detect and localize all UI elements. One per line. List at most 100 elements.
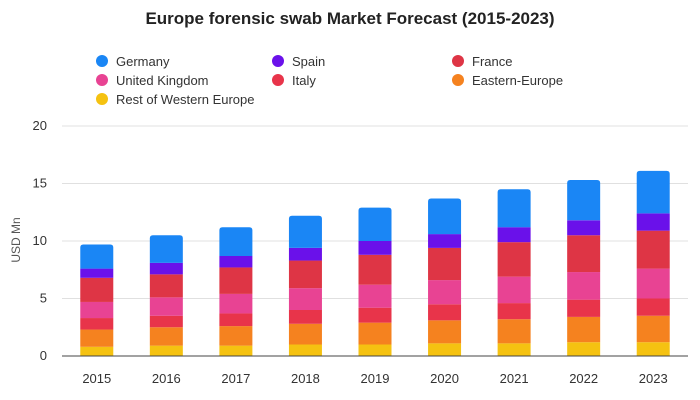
bar-segment [288,310,322,324]
bar-segment [80,277,114,302]
bar-segment [636,268,670,299]
x-tick-label: 2016 [152,371,181,386]
bar-segment [567,342,601,356]
bar-segment [497,343,531,356]
legend-item: United Kingdom [96,73,209,88]
bar-segment [149,327,183,346]
bar-segment [567,220,601,236]
bar-segment [428,198,462,235]
y-tick-label: 20 [33,118,47,133]
bar-stack-2016 [149,235,183,356]
x-tick-label: 2019 [361,371,390,386]
bar-segment [428,343,462,356]
bar-segment [149,235,183,263]
bar-segment [358,322,392,345]
x-tick-label: 2022 [569,371,598,386]
x-tick-label: 2015 [82,371,111,386]
bar-segment [80,244,114,269]
legend-swatch [96,93,108,105]
bar-stack-2020 [428,198,462,356]
bar-segment [358,307,392,323]
bar-segment [80,268,114,278]
x-tick-label: 2017 [221,371,250,386]
x-tick-label: 2023 [639,371,668,386]
bar-segment [80,301,114,319]
legend-label: France [472,54,512,69]
bar-segment [288,247,322,261]
bar-segment [636,315,670,343]
bar-segment [497,189,531,228]
legend-label: Eastern-Europe [472,73,563,88]
bar-segment [428,304,462,321]
y-tick-label: 10 [33,233,47,248]
bar-segment [636,230,670,269]
bar-stack-2019 [358,207,392,356]
bar-stack-2017 [219,227,253,356]
bar-segment [219,345,253,356]
bar-segment [636,298,670,316]
bar-segment [149,345,183,356]
bar-segment [636,342,670,356]
bar-segment [567,180,601,221]
y-axis-label: USD Mn [9,217,23,262]
bar-segment [149,315,183,328]
bar-segment [358,254,392,285]
bar-stack-2021 [497,189,531,356]
bar-segment [219,227,253,256]
y-tick-label: 15 [33,176,47,191]
bar-segment [80,329,114,347]
bar-segment [149,274,183,298]
bar-segment [567,299,601,317]
legend-item: France [452,54,512,69]
legend-label: Italy [292,73,316,88]
bar-segment [80,346,114,356]
bar-stack-2023 [636,170,670,356]
legend-item: Spain [272,54,325,69]
y-axis-ticks: 0 5 10 15 20 [33,118,47,363]
bar-segment [358,344,392,356]
bar-segment [567,272,601,300]
x-axis-ticks: 2015 2016 2017 2018 2019 2020 2021 2022 2023 [82,371,667,386]
legend-label: Spain [292,54,325,69]
bar-segment [288,323,322,345]
x-tick-label: 2018 [291,371,320,386]
bar-segment [497,242,531,277]
bar-segment [497,303,531,320]
bar-segment [80,318,114,330]
bar-stack-2015 [80,244,114,356]
legend-swatch [452,55,464,67]
legend-swatch [452,74,464,86]
bar-segment [428,247,462,281]
legend-item: Eastern-Europe [452,73,563,88]
x-tick-label: 2020 [430,371,459,386]
bar-segment [358,284,392,308]
bar-segment [428,320,462,344]
bar-segment [567,316,601,343]
bar-segment [497,319,531,344]
y-tick-label: 5 [40,291,47,306]
legend-item: Rest of Western Europe [96,92,255,107]
legend-label: Germany [116,54,170,69]
bar-segment [149,297,183,316]
bar-stack-2022 [567,180,601,356]
legend-swatch [272,55,284,67]
legend-item: Italy [272,73,316,88]
bar-segment [219,267,253,294]
legend: Germany Spain France United Kingdom Italy Eas… [96,54,563,107]
y-tick-label: 0 [40,348,47,363]
bar-segment [219,313,253,327]
legend-swatch [96,74,108,86]
legend-swatch [272,74,284,86]
bar-segment [497,276,531,304]
bar-segment [497,227,531,243]
bar-segment [288,215,322,248]
chart-title: Europe forensic swab Market Forecast (20… [145,9,554,28]
bar-segment [219,255,253,268]
bar-segment [288,260,322,289]
legend-swatch [96,55,108,67]
bar-stack-2018 [288,215,322,356]
x-tick-label: 2021 [500,371,529,386]
bar-segment [288,288,322,310]
bar-segment [428,234,462,248]
